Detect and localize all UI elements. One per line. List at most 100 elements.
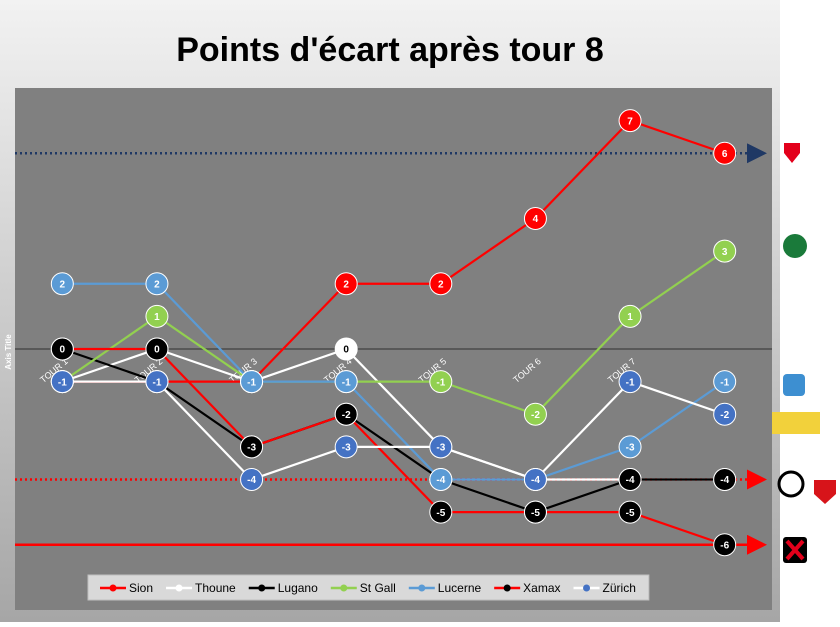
data-point: 2: [429, 272, 453, 296]
data-point: 0: [334, 337, 358, 361]
logo: [777, 470, 805, 498]
data-point: -1: [618, 370, 642, 394]
series-line: [61, 347, 725, 481]
logo: [814, 480, 836, 504]
marker: [429, 370, 453, 394]
data-point: 2: [50, 272, 74, 296]
legend-marker: [109, 584, 117, 592]
legend-marker: [503, 584, 511, 592]
data-label: -1: [626, 377, 635, 388]
legend-label: Lucerne: [438, 581, 482, 595]
data-point: -6: [713, 533, 737, 557]
data-point: 6: [713, 141, 737, 165]
logo: [785, 539, 805, 561]
data-point: -4: [618, 468, 642, 491]
data-point: -3: [240, 435, 264, 459]
marker: [618, 500, 642, 524]
y-axis-title: Axis Title: [4, 334, 13, 370]
marker: [240, 468, 264, 491]
marker: [618, 435, 642, 459]
data-point: -5: [618, 500, 642, 524]
data-label: -3: [342, 443, 351, 454]
legend-label: St Gall: [360, 581, 396, 595]
data-label: -1: [342, 377, 351, 388]
data-label: 1: [627, 312, 633, 323]
data-point: -4: [240, 468, 264, 491]
data-point: -5: [523, 500, 547, 524]
marker: [240, 435, 264, 459]
marker: [523, 402, 547, 426]
legend-label: Zürich: [603, 581, 636, 595]
logo: [783, 374, 805, 396]
data-point: -1: [334, 370, 358, 394]
marker: [523, 500, 547, 524]
marker: [429, 272, 453, 296]
data-label: -1: [152, 377, 161, 388]
logo: [772, 412, 820, 434]
marker: [334, 337, 358, 361]
marker: [429, 468, 453, 491]
marker: [713, 533, 737, 557]
data-point: -1: [50, 370, 74, 394]
marker: [618, 468, 642, 491]
marker: [713, 141, 737, 165]
data-label: 4: [533, 214, 539, 225]
data-point: -4: [713, 468, 737, 491]
marker: [618, 109, 642, 133]
data-label: 2: [60, 279, 66, 290]
data-point: -3: [334, 435, 358, 459]
data-point: 1: [618, 304, 642, 328]
marker: [145, 272, 169, 296]
data-point: 3: [713, 239, 737, 263]
data-label: -2: [342, 410, 351, 421]
data-label: -3: [436, 443, 445, 454]
legend-marker: [340, 584, 348, 592]
legend-label: Thoune: [195, 581, 236, 595]
marker: [50, 370, 74, 394]
data-point: 2: [145, 272, 169, 296]
data-label: 3: [722, 247, 728, 258]
data-label: -1: [247, 377, 256, 388]
data-label: 0: [154, 345, 160, 356]
marker: [145, 337, 169, 361]
data-label: -4: [247, 475, 256, 486]
data-label: -1: [58, 377, 67, 388]
data-label: 2: [438, 279, 444, 290]
legend-marker: [258, 584, 266, 592]
legend-marker: [583, 584, 591, 592]
data-point: -3: [618, 435, 642, 459]
series-line: [62, 347, 726, 546]
logo: [784, 143, 800, 163]
data-label: -4: [531, 475, 540, 486]
marker: [334, 272, 358, 296]
marker: [523, 468, 547, 491]
data-label: -5: [626, 508, 635, 519]
data-label: 2: [154, 279, 160, 290]
data-label: -4: [436, 475, 445, 486]
data-label: -2: [720, 410, 729, 421]
data-label: 1: [154, 312, 160, 323]
data-point: -1: [713, 370, 737, 394]
data-point: -5: [429, 500, 453, 524]
data-point: -1: [429, 370, 453, 394]
data-point: -3: [429, 435, 453, 459]
data-point: 2: [334, 272, 358, 296]
data-label: -3: [626, 443, 635, 454]
data-label: 7: [627, 116, 633, 127]
data-point: -2: [334, 402, 358, 426]
marker: [713, 239, 737, 263]
data-point: 7: [618, 109, 642, 133]
data-label: -5: [531, 508, 540, 519]
marker: [713, 402, 737, 426]
data-point: 4: [523, 207, 547, 230]
marker: [145, 370, 169, 394]
marker: [240, 370, 264, 394]
data-label: 6: [722, 149, 728, 160]
legend-marker: [175, 584, 183, 592]
legend-marker: [418, 584, 426, 592]
marker: [50, 272, 74, 296]
series-line: [62, 380, 726, 481]
chart-title: Points d'écart après tour 8: [176, 31, 604, 69]
